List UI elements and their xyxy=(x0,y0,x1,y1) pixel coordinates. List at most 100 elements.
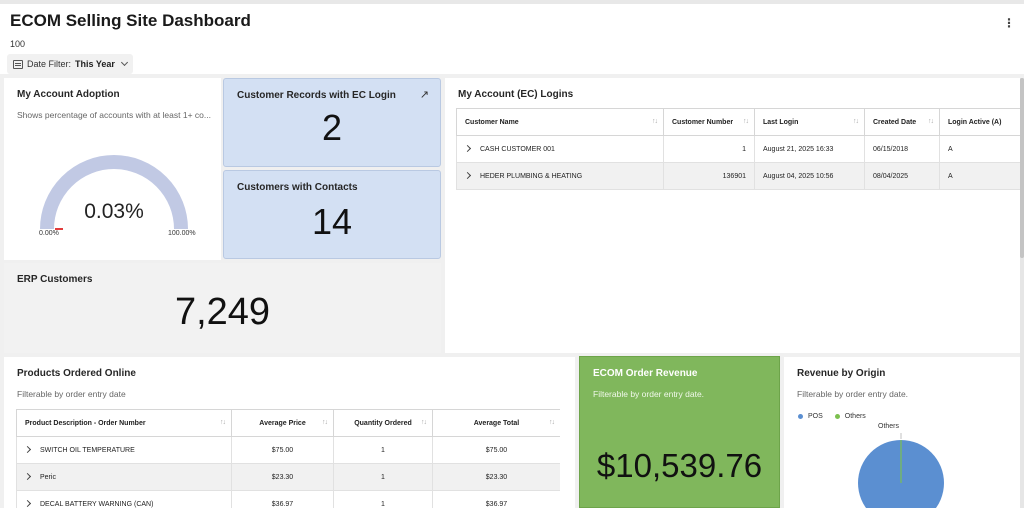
login-active-cell: A xyxy=(939,162,1020,190)
chevron-right-icon[interactable] xyxy=(463,144,472,152)
last-login-cell: August 04, 2025 10:56 xyxy=(754,162,865,190)
calendar-filter-icon xyxy=(13,59,23,69)
expand-arrow-icon[interactable]: ↗ xyxy=(419,89,429,101)
card-title: ECOM Order Revenue xyxy=(593,368,698,379)
product-description-cell[interactable]: Peric xyxy=(16,463,232,491)
column-header-login-active[interactable]: Login Active (A) xyxy=(939,108,1020,136)
customer-name-cell[interactable]: HEDER PLUMBING & HEATING xyxy=(456,162,664,190)
legend-item-pos[interactable]: POS xyxy=(798,413,823,420)
page-scrollbar[interactable] xyxy=(1020,78,1024,508)
last-login-cell: August 21, 2025 16:33 xyxy=(754,135,865,163)
customer-number-cell: 1 xyxy=(663,135,755,163)
page-title: ECOM Selling Site Dashboard xyxy=(10,11,251,30)
sort-icon[interactable]: ↑↓ xyxy=(928,118,934,125)
average-total-cell: $36.97 xyxy=(432,490,560,508)
average-price-cell: $23.30 xyxy=(231,463,334,491)
order-revenue-card: ECOM Order Revenue Filterable by order e… xyxy=(579,356,780,508)
card-title: Customer Records with EC Login xyxy=(237,90,396,101)
chevron-right-icon[interactable] xyxy=(23,499,32,507)
logins-table: Customer Name ↑↓ Customer Number ↑↓ Last L… xyxy=(456,108,1020,190)
pie-slice-label: Others xyxy=(878,423,900,430)
erp-customers-card: ERP Customers 7,249 xyxy=(4,263,441,353)
pos-dot-icon xyxy=(798,413,803,419)
products-ordered-card: Products Ordered Online Filterable by or… xyxy=(4,357,575,508)
product-description-cell[interactable]: SWITCH OIL TEMPERATURE xyxy=(16,436,232,464)
card-title: Revenue by Origin xyxy=(797,368,886,379)
average-price-cell: $36.97 xyxy=(231,490,334,508)
column-header-quantity-ordered[interactable]: Quantity Ordered ↑↓ xyxy=(333,409,433,437)
date-filter-button[interactable]: Date Filter: This Year xyxy=(7,54,133,74)
top-strip xyxy=(0,0,1024,4)
sort-icon[interactable]: ↑↓ xyxy=(652,118,658,125)
gauge-track xyxy=(40,155,188,230)
pie-chart xyxy=(858,433,944,508)
card-title: My Account (EC) Logins xyxy=(458,89,574,100)
login-active-cell: A xyxy=(939,135,1020,163)
average-total-cell: $23.30 xyxy=(432,463,560,491)
column-header-product-description[interactable]: Product Description - Order Number ↑↓ xyxy=(16,409,232,437)
gauge-max-label: 100.00% xyxy=(168,230,196,237)
sort-icon[interactable]: ↑↓ xyxy=(421,419,427,426)
kpi-value: 7,249 xyxy=(174,291,271,333)
column-header-last-login[interactable]: Last Login ↑↓ xyxy=(754,108,865,136)
card-description: Filterable by order entry date xyxy=(17,389,126,399)
card-description: Filterable by order entry date. xyxy=(593,389,705,399)
sort-icon[interactable]: ↑↓ xyxy=(549,419,555,426)
table-header-row: Customer Name ↑↓ Customer Number ↑↓ Last L… xyxy=(456,108,1020,136)
sort-icon[interactable]: ↑↓ xyxy=(322,419,328,426)
account-adoption-card: My Account Adoption Shows percentage of … xyxy=(4,78,221,260)
table-row[interactable]: CASH CUSTOMER 001 1 August 21, 2025 16:3… xyxy=(456,135,1020,163)
revenue-origin-card: Revenue by Origin Filterable by order en… xyxy=(784,357,1020,508)
quantity-ordered-cell: 1 xyxy=(333,436,433,464)
average-price-cell: $75.00 xyxy=(231,436,334,464)
column-header-average-total[interactable]: Average Total ↑↓ xyxy=(432,409,560,437)
chevron-right-icon[interactable] xyxy=(23,445,32,453)
column-header-customer-number[interactable]: Customer Number ↑↓ xyxy=(663,108,755,136)
card-title: Products Ordered Online xyxy=(17,368,136,379)
more-options-icon[interactable]: ⋮ xyxy=(1003,16,1015,30)
scrollbar-thumb[interactable] xyxy=(1020,78,1024,258)
kpi-value: 2 xyxy=(321,107,343,148)
date-filter-value: This Year xyxy=(75,59,115,69)
card-title: My Account Adoption xyxy=(17,89,120,100)
quantity-ordered-cell: 1 xyxy=(333,490,433,508)
sort-icon[interactable]: ↑↓ xyxy=(743,118,749,125)
products-table-wrap: Product Description - Order Number ↑↓ Ave… xyxy=(16,409,560,508)
gauge-min-label: 0.00% xyxy=(39,230,59,237)
column-header-average-price[interactable]: Average Price ↑↓ xyxy=(231,409,334,437)
contacts-card: Customers with Contacts 14 xyxy=(223,170,441,259)
created-date-cell: 06/15/2018 xyxy=(864,135,940,163)
legend-item-others[interactable]: Others xyxy=(834,413,866,420)
sort-icon[interactable]: ↑↓ xyxy=(853,118,859,125)
others-dot-icon xyxy=(834,413,840,419)
chevron-down-icon xyxy=(120,58,128,67)
table-row[interactable]: HEDER PLUMBING & HEATING 136901 August 0… xyxy=(456,162,1020,190)
product-description-cell[interactable]: DECAL BATTERY WARNING (CAN) xyxy=(16,490,232,508)
chevron-right-icon[interactable] xyxy=(23,472,32,480)
column-header-customer-name[interactable]: Customer Name ↑↓ xyxy=(456,108,664,136)
logins-table-wrap: Customer Name ↑↓ Customer Number ↑↓ Last L… xyxy=(456,108,1020,190)
chevron-right-icon[interactable] xyxy=(463,171,472,179)
products-table: Product Description - Order Number ↑↓ Ave… xyxy=(16,409,560,508)
average-total-cell: $75.00 xyxy=(432,436,560,464)
sort-icon[interactable]: ↑↓ xyxy=(220,419,226,426)
customer-number-cell: 136901 xyxy=(663,162,755,190)
dashboard-header: ECOM Selling Site Dashboard 100 ⋮ Date F… xyxy=(0,4,1024,74)
table-row[interactable]: Peric $23.30 1 $23.30 xyxy=(16,463,560,491)
date-filter-label: Date Filter: xyxy=(27,59,72,69)
kpi-value: 14 xyxy=(311,201,353,242)
table-row[interactable]: DECAL BATTERY WARNING (CAN) $36.97 1 $36… xyxy=(16,490,560,508)
page-subtitle: 100 xyxy=(10,39,26,49)
column-header-created-date[interactable]: Created Date ↑↓ xyxy=(864,108,940,136)
quantity-ordered-cell: 1 xyxy=(333,463,433,491)
ec-logins-card: My Account (EC) Logins Customer Name ↑↓ C… xyxy=(445,78,1020,353)
card-title: ERP Customers xyxy=(17,274,93,285)
gauge-value: 0.03% xyxy=(84,200,144,223)
customer-name-cell[interactable]: CASH CUSTOMER 001 xyxy=(456,135,664,163)
card-title: Customers with Contacts xyxy=(237,182,358,193)
chart-legend: POS Others xyxy=(798,413,866,420)
table-header-row: Product Description - Order Number ↑↓ Ave… xyxy=(16,409,560,437)
table-row[interactable]: SWITCH OIL TEMPERATURE $75.00 1 $75.00 xyxy=(16,436,560,464)
ec-login-card[interactable]: Customer Records with EC Login ↗ 2 xyxy=(223,78,441,167)
gauge-chart xyxy=(40,155,188,230)
